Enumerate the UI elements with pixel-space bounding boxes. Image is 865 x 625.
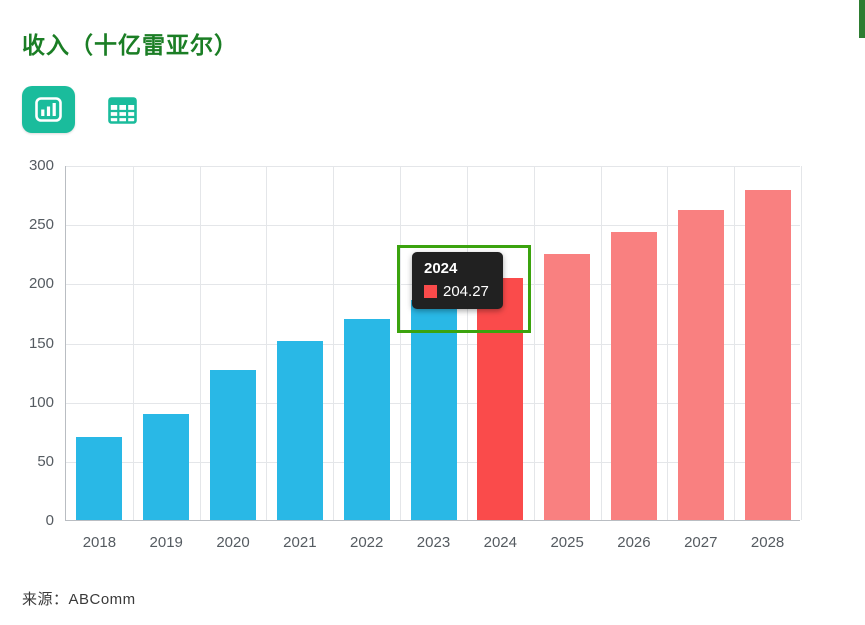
tooltip-year: 2024 bbox=[424, 260, 458, 277]
grid-line-vertical bbox=[266, 166, 268, 520]
bar-2028[interactable] bbox=[744, 189, 791, 520]
grid-line-vertical bbox=[600, 166, 602, 520]
tooltip-series-swatch bbox=[424, 285, 437, 298]
chart-view-button[interactable] bbox=[22, 86, 75, 133]
x-tick-2023: 2023 bbox=[416, 534, 451, 551]
revenue-bar-chart: 0 50 100 150 200 250 300 2018 2019 2020 2021 2022 20… bbox=[29, 157, 802, 551]
bar-2026[interactable] bbox=[610, 232, 657, 520]
tooltip-value-row: 204.27 bbox=[424, 283, 489, 300]
grid-line-vertical bbox=[533, 166, 535, 520]
grid-line-horizontal bbox=[66, 225, 800, 227]
x-tick-2024: 2024 bbox=[483, 534, 517, 551]
grid-line-vertical bbox=[199, 166, 201, 520]
x-tick-2018: 2018 bbox=[82, 534, 117, 551]
bar-2018[interactable] bbox=[76, 437, 123, 520]
highlight-box bbox=[397, 245, 531, 333]
grid-line-vertical bbox=[400, 166, 402, 520]
y-tick-50: 50 bbox=[37, 452, 54, 470]
edge-accent bbox=[859, 0, 865, 38]
source-text: 来源：ABComm bbox=[22, 591, 136, 608]
bar-2020[interactable] bbox=[210, 369, 257, 520]
y-tick-300: 300 bbox=[28, 157, 54, 174]
y-tick-0: 0 bbox=[45, 512, 54, 529]
bar-2024[interactable] bbox=[477, 278, 524, 520]
grid-line-vertical bbox=[734, 166, 736, 520]
y-tick-250: 250 bbox=[28, 216, 54, 234]
chart-tooltip: 2024 204.27 bbox=[412, 252, 503, 309]
bar-2023[interactable] bbox=[410, 299, 457, 520]
grid-line-vertical bbox=[132, 166, 134, 520]
grid-line-vertical bbox=[333, 166, 335, 520]
grid-line-horizontal bbox=[66, 166, 800, 167]
tooltip-value: 204.27 bbox=[443, 283, 489, 300]
page-title: 收入（十亿雷亚尔） bbox=[22, 32, 238, 58]
x-tick-2025: 2025 bbox=[550, 534, 584, 551]
x-tick-2022: 2022 bbox=[349, 534, 384, 551]
y-tick-100: 100 bbox=[28, 393, 54, 411]
y-tick-150: 150 bbox=[28, 334, 54, 352]
y-tick-200: 200 bbox=[28, 275, 54, 293]
table-view-button[interactable] bbox=[104, 93, 140, 127]
x-tick-2026: 2026 bbox=[617, 534, 651, 551]
grid-line-vertical bbox=[801, 166, 802, 520]
table-icon bbox=[107, 96, 137, 124]
bar-2027[interactable] bbox=[677, 209, 724, 520]
x-tick-2020: 2020 bbox=[216, 534, 250, 551]
grid-line-vertical bbox=[466, 166, 468, 520]
x-tick-2028: 2028 bbox=[750, 534, 785, 551]
bar-2019[interactable] bbox=[143, 413, 190, 520]
x-tick-2021: 2021 bbox=[283, 534, 317, 551]
bar-2021[interactable] bbox=[276, 341, 323, 520]
bar-2022[interactable] bbox=[343, 318, 390, 520]
bar-chart-icon bbox=[35, 97, 62, 122]
x-tick-2027: 2027 bbox=[684, 534, 718, 551]
bar-2025[interactable] bbox=[544, 253, 591, 520]
x-tick-2019: 2019 bbox=[149, 534, 183, 551]
grid-line-vertical bbox=[667, 166, 669, 520]
